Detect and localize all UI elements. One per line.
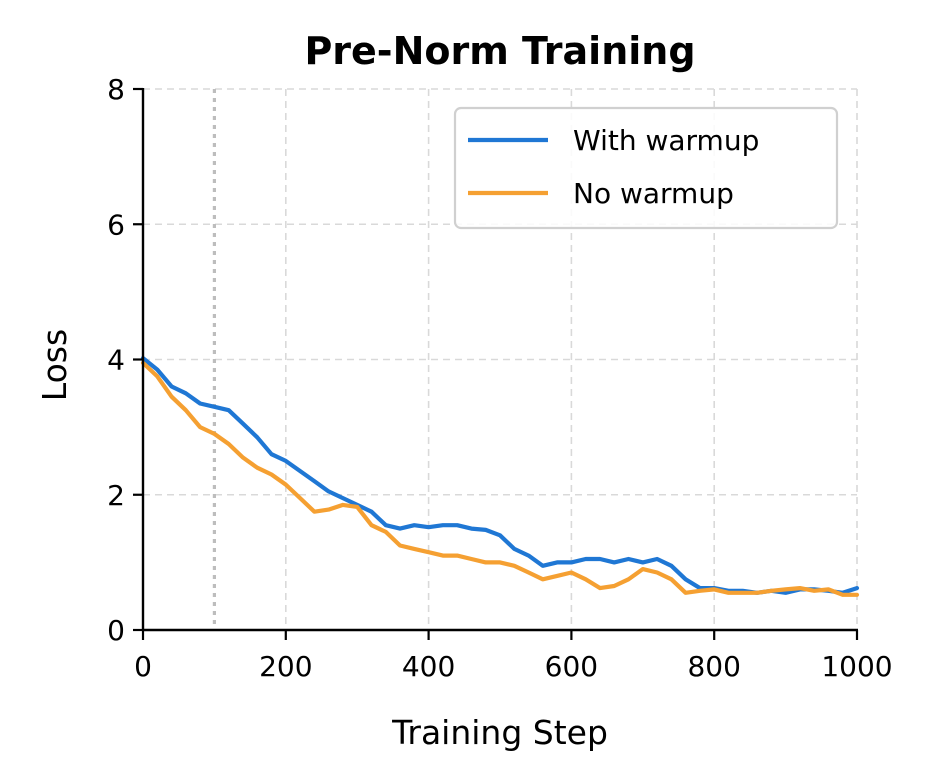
x-tick-label: 200 <box>259 650 312 683</box>
series-line-no-warmup <box>140 360 860 597</box>
y-tick-label: 8 <box>107 73 125 106</box>
x-tick-label: 1000 <box>821 650 892 683</box>
x-tick-label: 400 <box>402 650 455 683</box>
ticks: 0 200 400 600 800 1000 0 2 4 6 8 <box>107 73 892 683</box>
x-tick-label: 600 <box>545 650 598 683</box>
y-tick-label: 6 <box>107 208 125 241</box>
legend: With warmup No warmup <box>453 106 839 230</box>
x-tick-label: 0 <box>134 650 152 683</box>
legend-label-no-warmup: No warmup <box>573 177 734 210</box>
x-tick-label: 800 <box>687 650 740 683</box>
chart-title: Pre-Norm Training <box>304 29 695 73</box>
y-axis-label: Loss <box>35 329 74 401</box>
x-axis-label: Training Step <box>391 713 608 752</box>
legend-label-with-warmup: With warmup <box>573 124 759 157</box>
legend-box <box>453 106 839 230</box>
y-tick-label: 2 <box>107 479 125 512</box>
series-layer <box>140 356 860 597</box>
y-tick-label: 4 <box>107 344 125 377</box>
series-line-with-warmup <box>140 356 860 595</box>
y-tick-label: 0 <box>107 614 125 647</box>
